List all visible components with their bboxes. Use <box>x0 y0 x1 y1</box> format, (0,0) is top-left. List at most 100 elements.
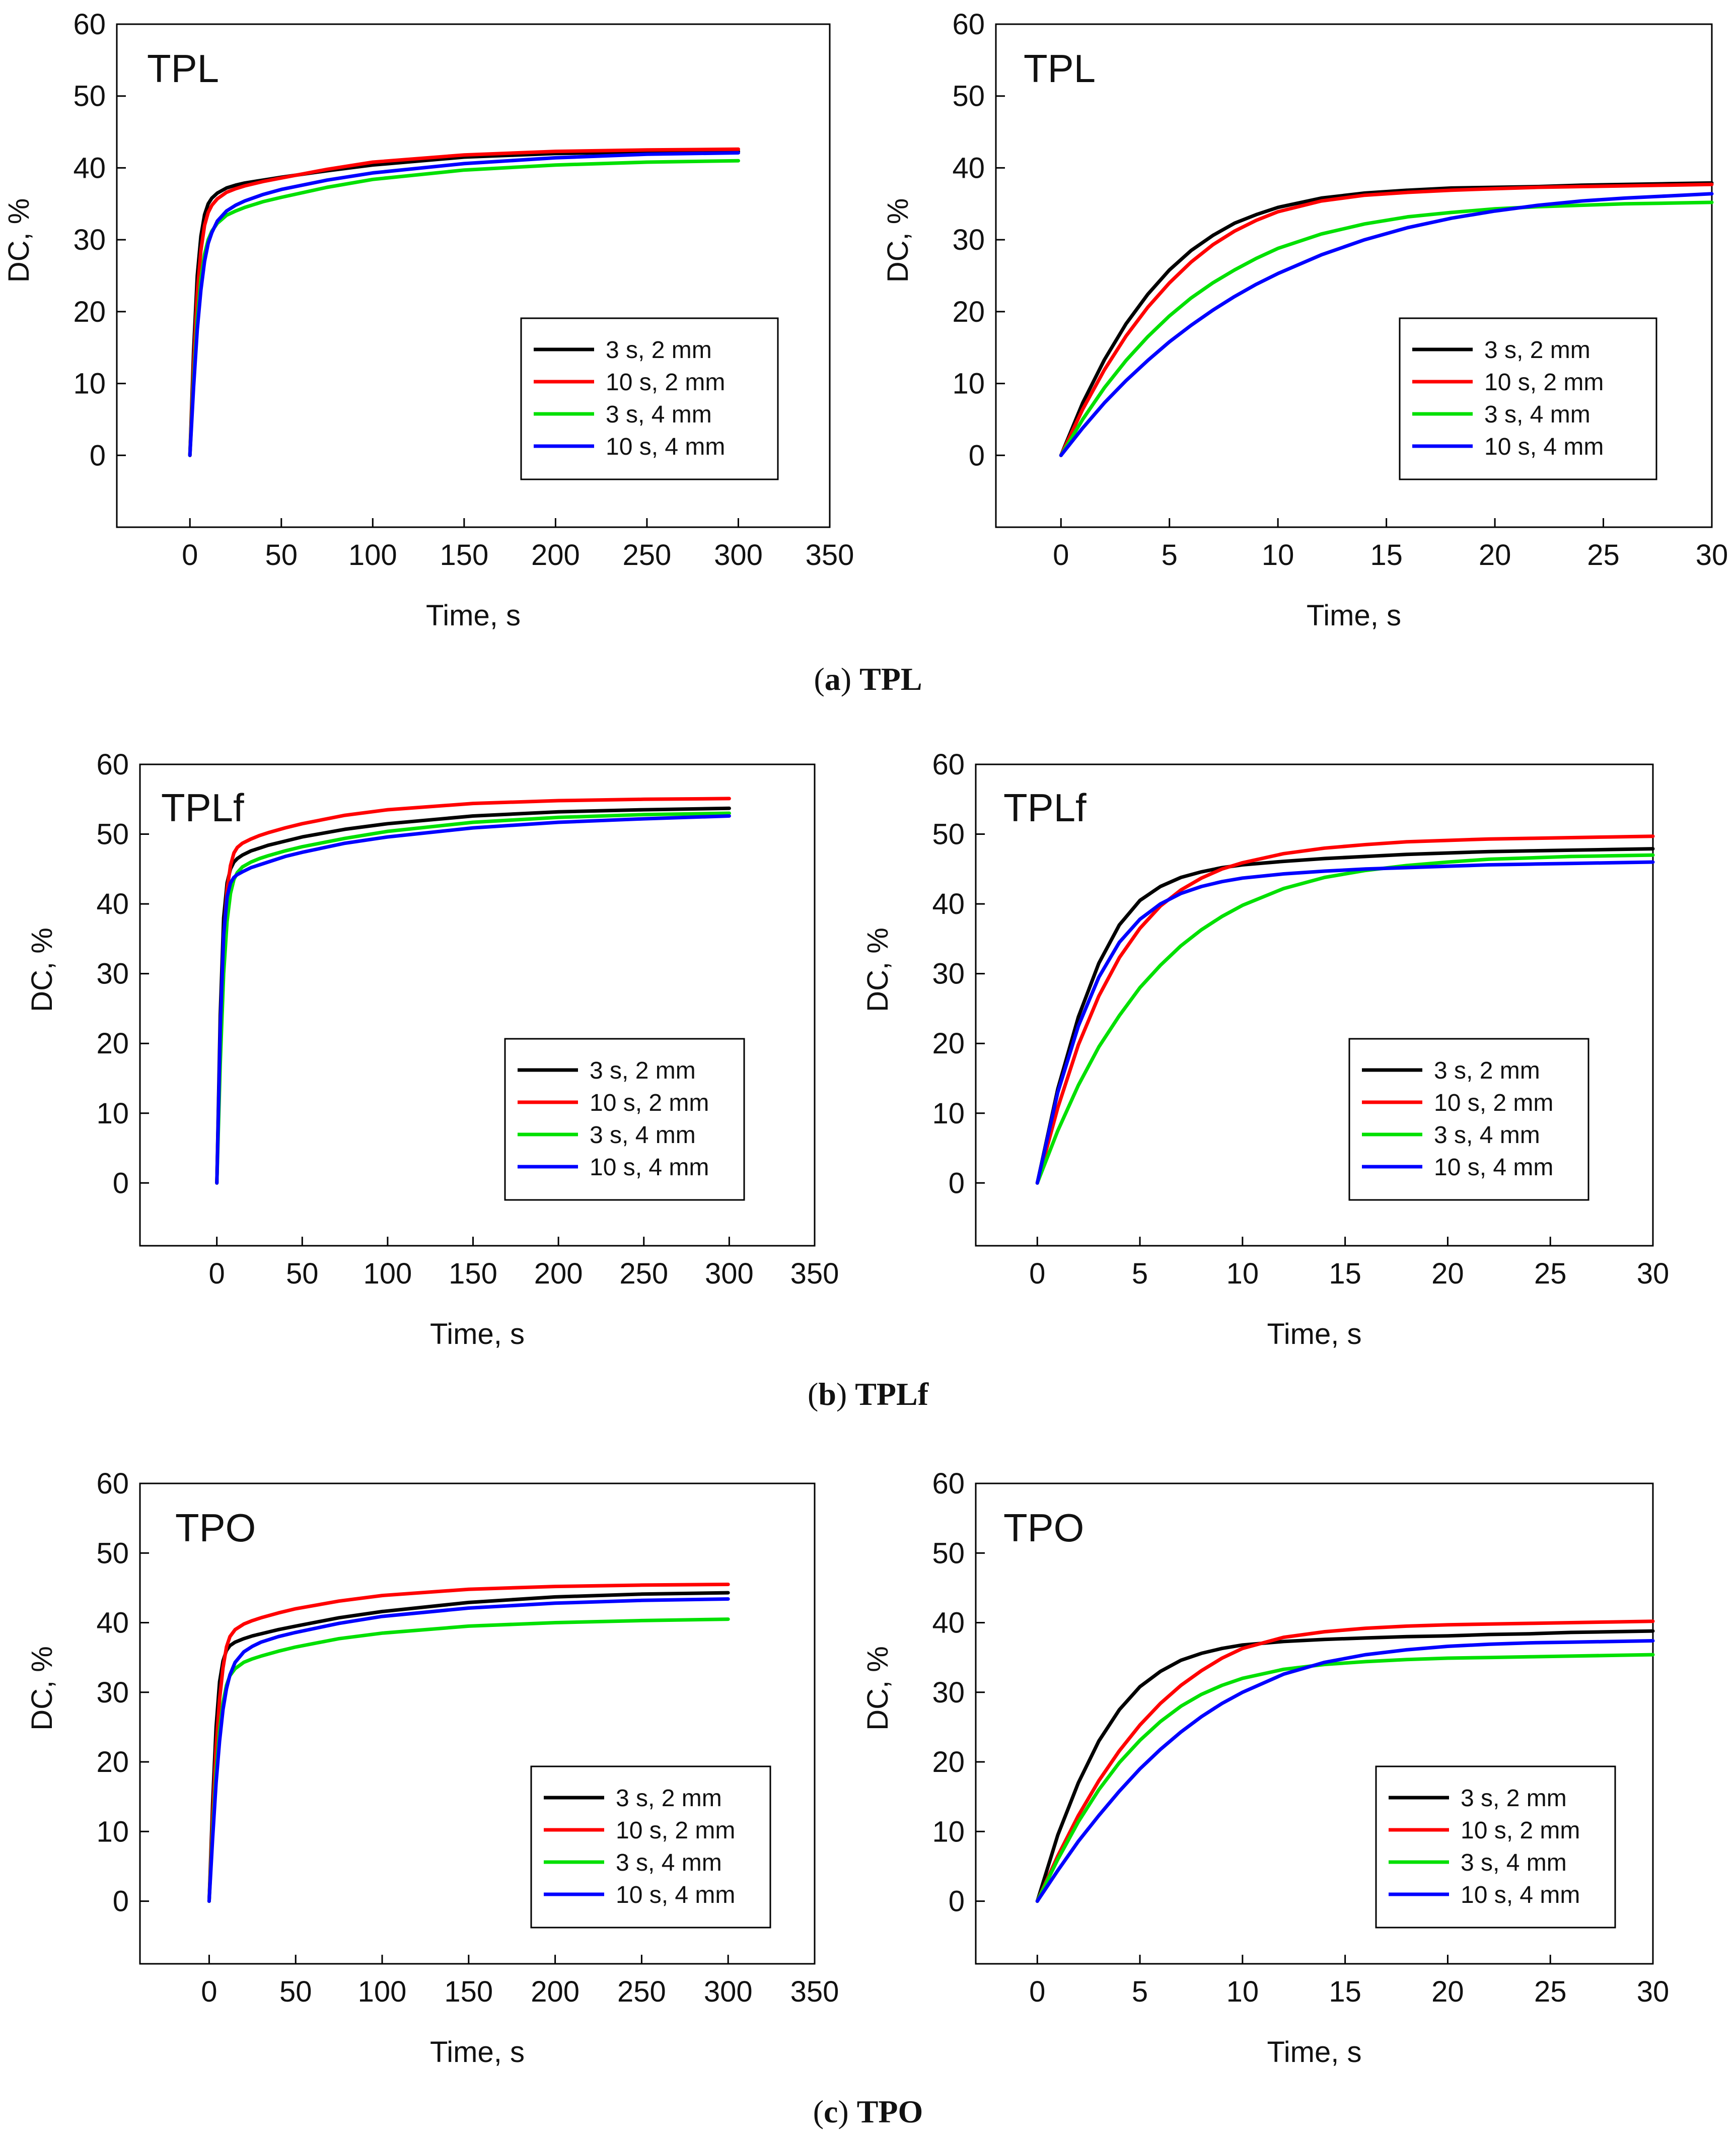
legend-entry: 10 s, 2 mm <box>606 369 725 396</box>
legend-entry: 3 s, 4 mm <box>590 1122 696 1149</box>
x-tick-label: 15 <box>1329 1257 1361 1290</box>
x-axis-label: Time, s <box>1307 599 1401 632</box>
y-tick-label: 10 <box>96 1097 129 1130</box>
legend-entry: 3 s, 4 mm <box>1461 1850 1567 1876</box>
series-line <box>1035 853 1655 1185</box>
y-tick-label: 50 <box>932 1537 965 1570</box>
legend-entry: 3 s, 4 mm <box>1434 1122 1540 1149</box>
x-tick-label: 300 <box>714 539 763 572</box>
chart-tplf-zoom: 0 10 20 30 40 50 60 0 5 10 15 20 25 30 Time, s DC, % TPL… <box>861 748 1669 1350</box>
x-tick-label: 0 <box>201 1975 217 2008</box>
legend: 3 s, 2 mm 10 s, 2 mm 3 s, 4 mm 10 s, 4 mm <box>1399 317 1657 480</box>
y-tick-label: 60 <box>932 748 965 781</box>
x-tick-label: 30 <box>1637 1257 1670 1290</box>
x-tick-label: 50 <box>265 539 298 572</box>
series-line <box>1059 182 1714 457</box>
x-tick-label: 350 <box>790 1975 839 2008</box>
y-tick-label: 0 <box>949 1167 965 1199</box>
y-tick-label: 30 <box>952 224 985 256</box>
caption-c: (c) TPO <box>813 2094 923 2129</box>
y-tick-label: 0 <box>969 439 985 472</box>
x-tick-label: 10 <box>1262 539 1294 572</box>
legend-box <box>530 1765 771 1929</box>
x-tick-label: 20 <box>1479 539 1511 572</box>
chart-tpo-zoom: 0 10 20 30 40 50 60 0 5 10 15 20 25 30 Time, s DC, % TPO… <box>861 1467 1669 2069</box>
legend-box <box>1348 1038 1589 1201</box>
y-axis-label: DC, % <box>26 1646 58 1731</box>
x-tick-label: 20 <box>1431 1257 1464 1290</box>
panel-label: TPLf <box>161 786 244 830</box>
plot-frame <box>995 23 1713 528</box>
series-line <box>1035 847 1655 1185</box>
series-line <box>1059 192 1714 457</box>
y-tick-label: 30 <box>932 958 965 990</box>
x-tick-label: 5 <box>1162 539 1178 572</box>
x-tick-label: 0 <box>209 1257 225 1290</box>
x-tick-label: 10 <box>1226 1257 1259 1290</box>
y-axis-label: DC, % <box>861 1646 894 1731</box>
legend-box <box>1399 317 1657 480</box>
x-tick-label: 100 <box>358 1975 407 2008</box>
legend-entry: 3 s, 4 mm <box>1484 401 1590 428</box>
legend: 3 s, 2 mm 10 s, 2 mm 3 s, 4 mm 10 s, 4 mm <box>504 1038 745 1201</box>
legend: 3 s, 2 mm 10 s, 2 mm 3 s, 4 mm 10 s, 4 mm <box>1348 1038 1589 1201</box>
x-tick-label: 200 <box>534 1257 583 1290</box>
caption-b: (b) TPLf <box>808 1376 929 1412</box>
x-tick-label: 350 <box>790 1257 839 1290</box>
legend-entry: 10 s, 2 mm <box>1484 369 1604 396</box>
legend-entry: 10 s, 2 mm <box>616 1817 735 1844</box>
y-tick-label: 40 <box>73 152 106 184</box>
x-tick-label: 25 <box>1534 1257 1567 1290</box>
legend: 3 s, 2 mm 10 s, 2 mm 3 s, 4 mm 10 s, 4 mm <box>530 1765 771 1929</box>
x-tick-label: 15 <box>1329 1975 1361 2008</box>
y-tick-label: 0 <box>949 1885 965 1918</box>
x-tick-label: 300 <box>704 1975 753 2008</box>
legend-entry: 10 s, 4 mm <box>606 434 725 460</box>
series-line <box>215 814 731 1185</box>
y-tick-label: 30 <box>73 224 106 256</box>
legend: 3 s, 2 mm 10 s, 2 mm 3 s, 4 mm 10 s, 4 mm <box>1375 1765 1616 1929</box>
x-tick-label: 250 <box>619 1257 668 1290</box>
x-tick-label: 10 <box>1226 1975 1259 2008</box>
series-line <box>188 147 740 457</box>
x-tick-label: 5 <box>1132 1975 1148 2008</box>
y-tick-label: 40 <box>952 152 985 184</box>
x-tick-label: 20 <box>1431 1975 1464 2008</box>
y-tick-label: 60 <box>952 8 985 41</box>
x-axis-label: Time, s <box>430 2036 525 2069</box>
series-line <box>188 151 740 457</box>
series-line <box>1035 1653 1655 1903</box>
x-axis-label: Time, s <box>1267 1318 1362 1350</box>
y-axis-label: DC, % <box>3 198 35 283</box>
y-tick-label: 40 <box>96 1607 129 1640</box>
plot-frame <box>975 763 1654 1247</box>
series-line <box>1035 1619 1655 1903</box>
chart-tpo-full: 0 10 20 30 40 50 60 0 50 100 150 200 250 300 350 Time, … <box>26 1467 839 2069</box>
legend-entry: 10 s, 4 mm <box>590 1154 709 1181</box>
y-tick-label: 20 <box>96 1027 129 1060</box>
y-axis-label: DC, % <box>882 198 914 283</box>
chart-tplf-full: 0 10 20 30 40 50 60 0 50 100 150 200 250 300 350 Time, … <box>26 748 839 1350</box>
plot-frame <box>139 1482 816 1965</box>
plot-frame <box>116 23 831 528</box>
legend-entry: 3 s, 2 mm <box>1461 1785 1567 1812</box>
legend-entry: 10 s, 2 mm <box>1434 1090 1553 1116</box>
series-line <box>207 1591 730 1903</box>
legend-entry: 3 s, 2 mm <box>1434 1057 1540 1084</box>
plot-frame <box>975 1482 1654 1965</box>
series-line <box>1035 860 1655 1185</box>
x-tick-label: 0 <box>1029 1975 1045 2008</box>
y-tick-label: 20 <box>932 1746 965 1779</box>
x-tick-label: 30 <box>1637 1975 1670 2008</box>
legend-entry: 10 s, 4 mm <box>1484 434 1604 460</box>
panel-label: TPL <box>1024 46 1096 91</box>
legend-entry: 10 s, 4 mm <box>1461 1882 1580 1908</box>
y-tick-label: 20 <box>96 1746 129 1779</box>
y-tick-label: 40 <box>932 1607 965 1640</box>
y-tick-label: 10 <box>73 368 106 400</box>
series-line <box>1035 1639 1655 1903</box>
y-tick-label: 10 <box>932 1815 965 1848</box>
x-tick-label: 15 <box>1370 539 1403 572</box>
plot-frame <box>139 763 816 1247</box>
x-tick-label: 0 <box>1053 539 1069 572</box>
